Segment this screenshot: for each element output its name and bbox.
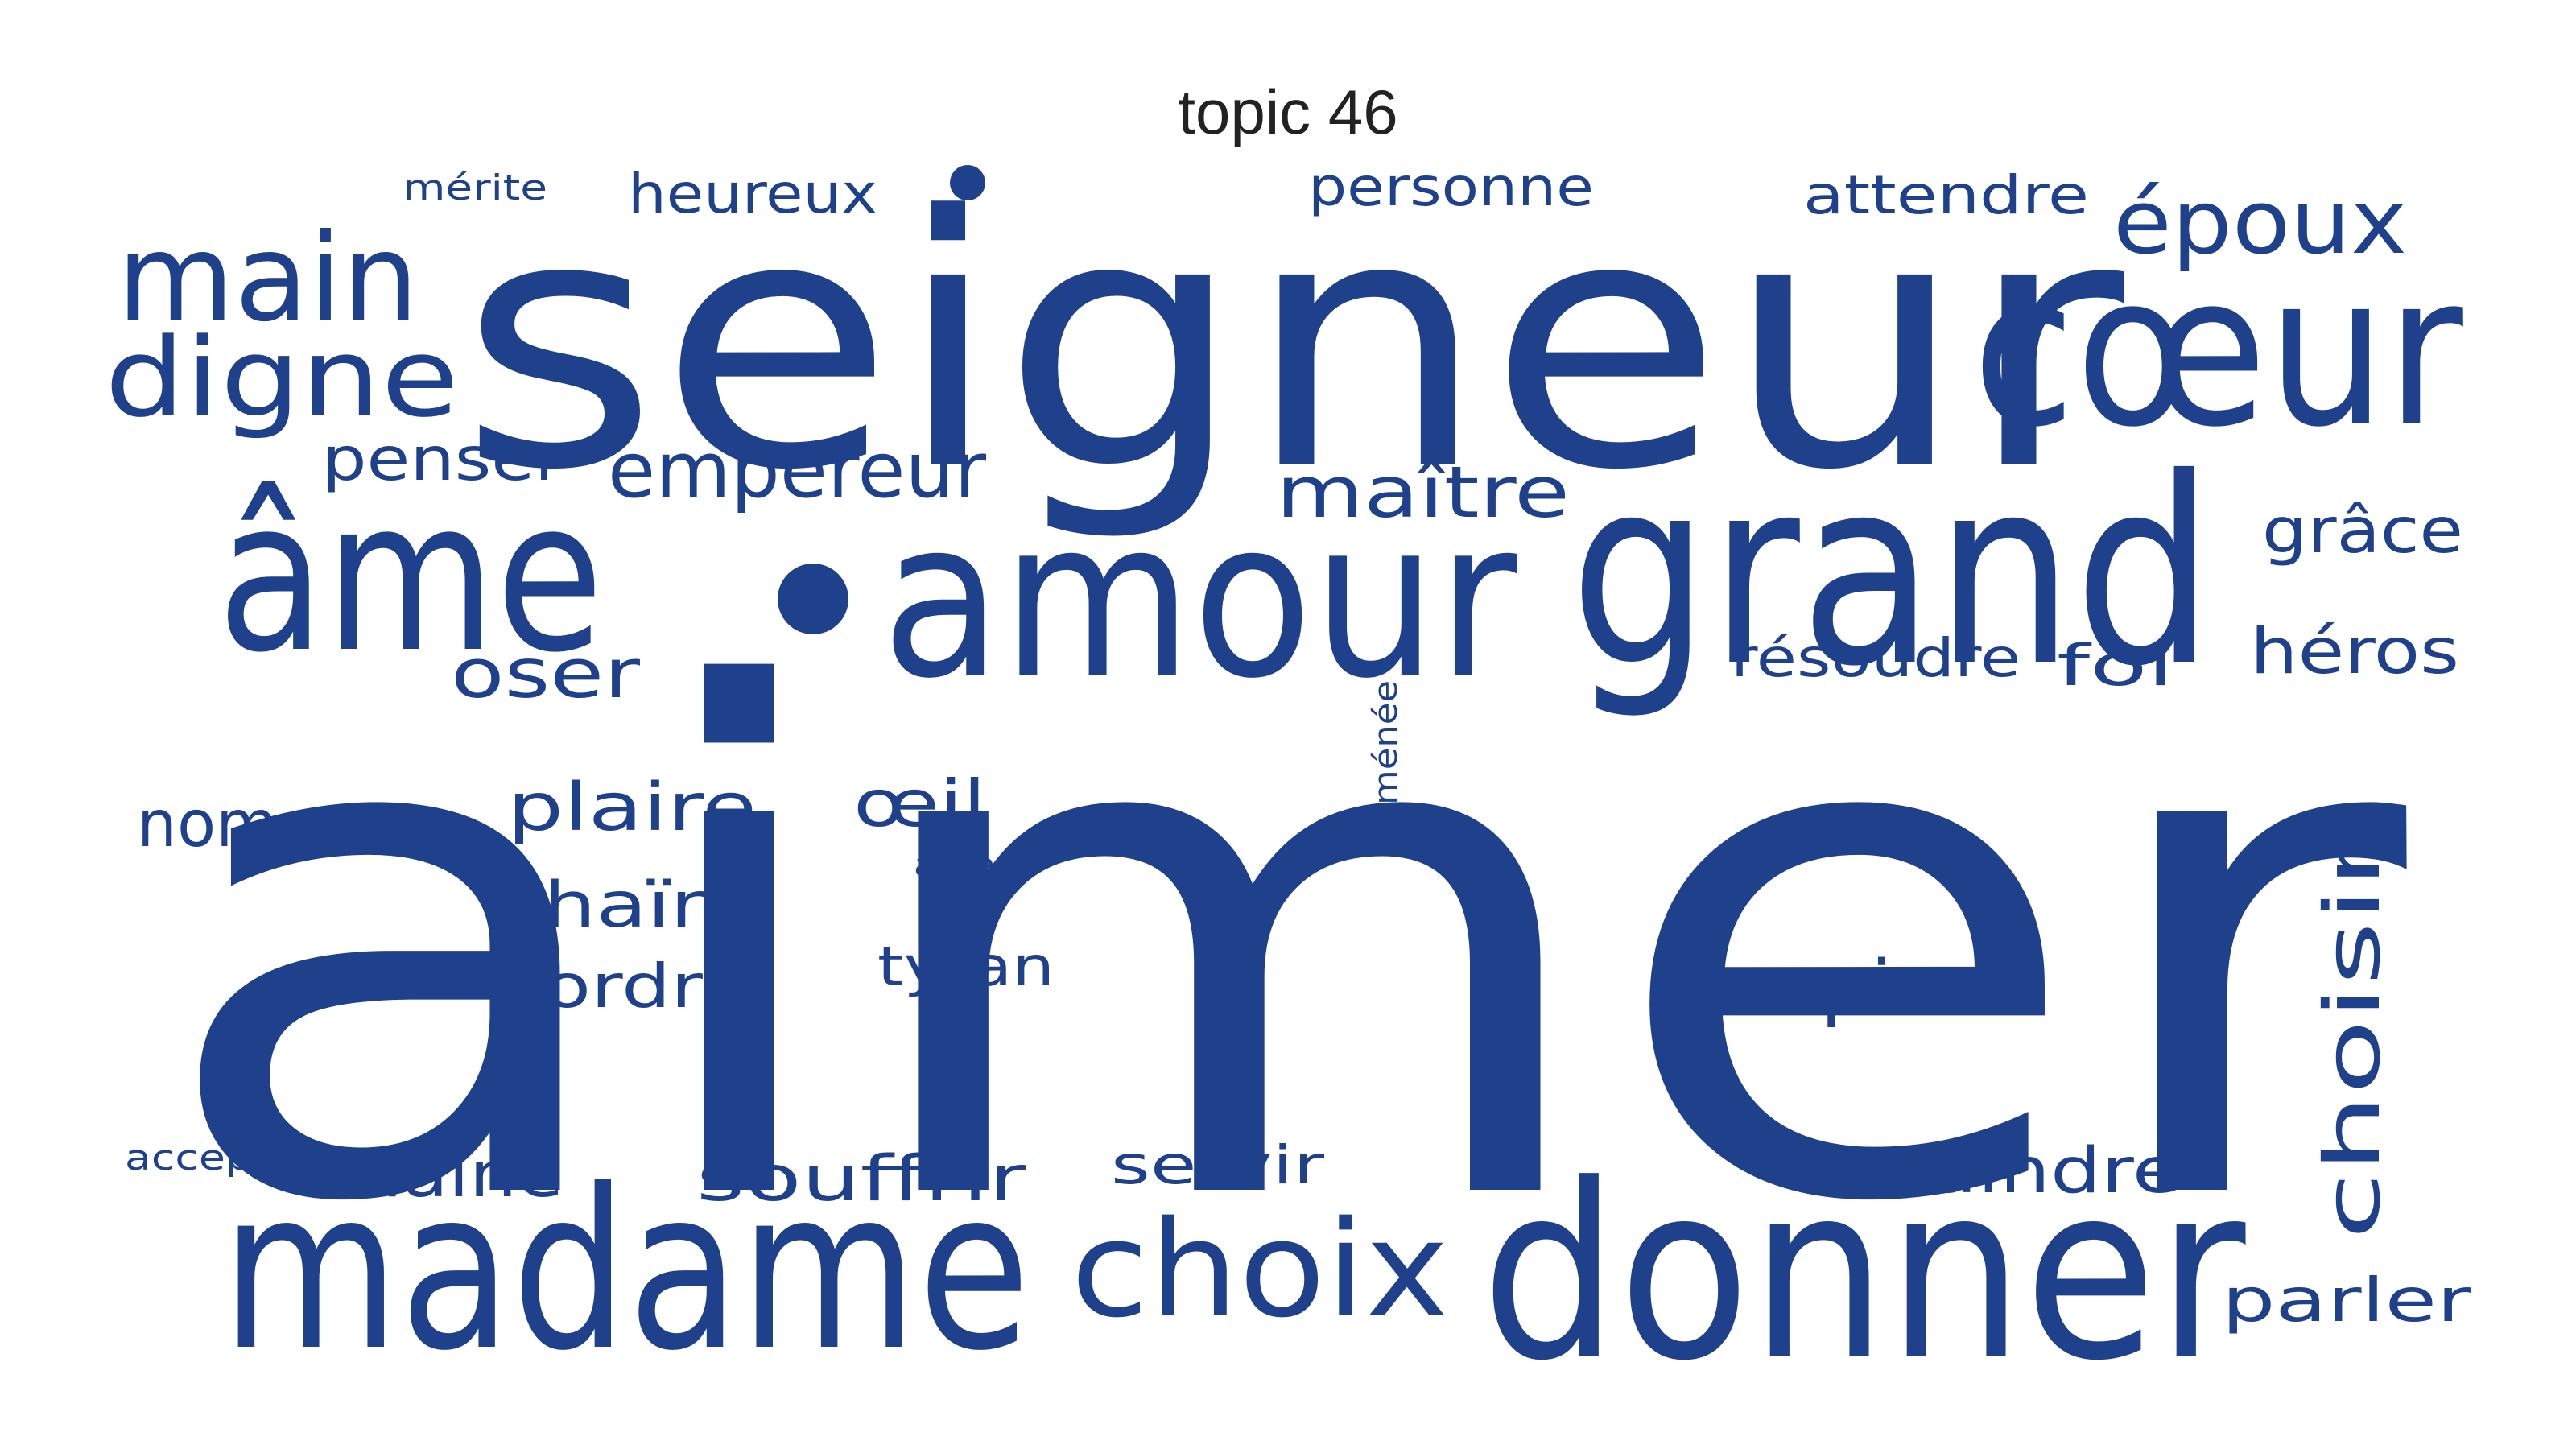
word-11: choisir — [2309, 837, 2397, 1240]
word-38: accepter — [125, 1137, 314, 1179]
word-24: foi — [2057, 632, 2174, 699]
word-23: résoudre — [1731, 626, 2021, 689]
word-37: amant — [914, 846, 1035, 884]
word-31: haine — [354, 1138, 564, 1212]
chart-title: topic 46 — [1178, 76, 1398, 147]
word-33: servir — [1111, 1133, 1325, 1196]
word-28: haïr — [543, 869, 705, 942]
word-4: amour — [881, 472, 1517, 726]
word-6: madame — [221, 1141, 1030, 1399]
word-22: attendre — [1803, 163, 2089, 226]
word-32: souffrir — [696, 1142, 1026, 1216]
word-12: époux — [2113, 171, 2408, 275]
word-20: heureux — [628, 163, 877, 227]
word-25: plaire — [507, 769, 758, 846]
word-29: ordre — [543, 951, 749, 1022]
word-36: mérite — [402, 167, 547, 208]
word-19: penser — [322, 423, 564, 494]
word-15: empire — [1695, 944, 1972, 1030]
word-9: digne — [105, 315, 460, 442]
word-39: hyménée — [1368, 679, 1405, 849]
word-0: aimer — [153, 547, 2407, 1354]
word-10: choix — [1071, 1191, 1450, 1347]
word-7: donner — [1481, 1133, 2246, 1414]
word-27: nom — [137, 786, 278, 862]
word-13: empereur — [608, 426, 987, 515]
word-17: héros — [2250, 615, 2460, 688]
word-8: main — [117, 208, 419, 349]
bullet-dot — [778, 564, 848, 634]
bullet-dot-small — [950, 165, 985, 200]
word-21: personne — [1308, 155, 1594, 218]
word-26: œil — [853, 766, 987, 842]
word-2: cœur — [1972, 230, 2463, 474]
word-35: parler — [2222, 1265, 2471, 1335]
word-3: grand — [1570, 423, 2214, 723]
word-1: seigneur — [459, 143, 2125, 547]
word-18: oser — [451, 634, 640, 715]
word-16: grâce — [2262, 494, 2464, 568]
word-30: tyran — [877, 935, 1055, 1000]
word-5: âme — [217, 456, 604, 700]
word-14: maître — [1276, 451, 1571, 535]
word-34: craindre — [1852, 1134, 2182, 1208]
